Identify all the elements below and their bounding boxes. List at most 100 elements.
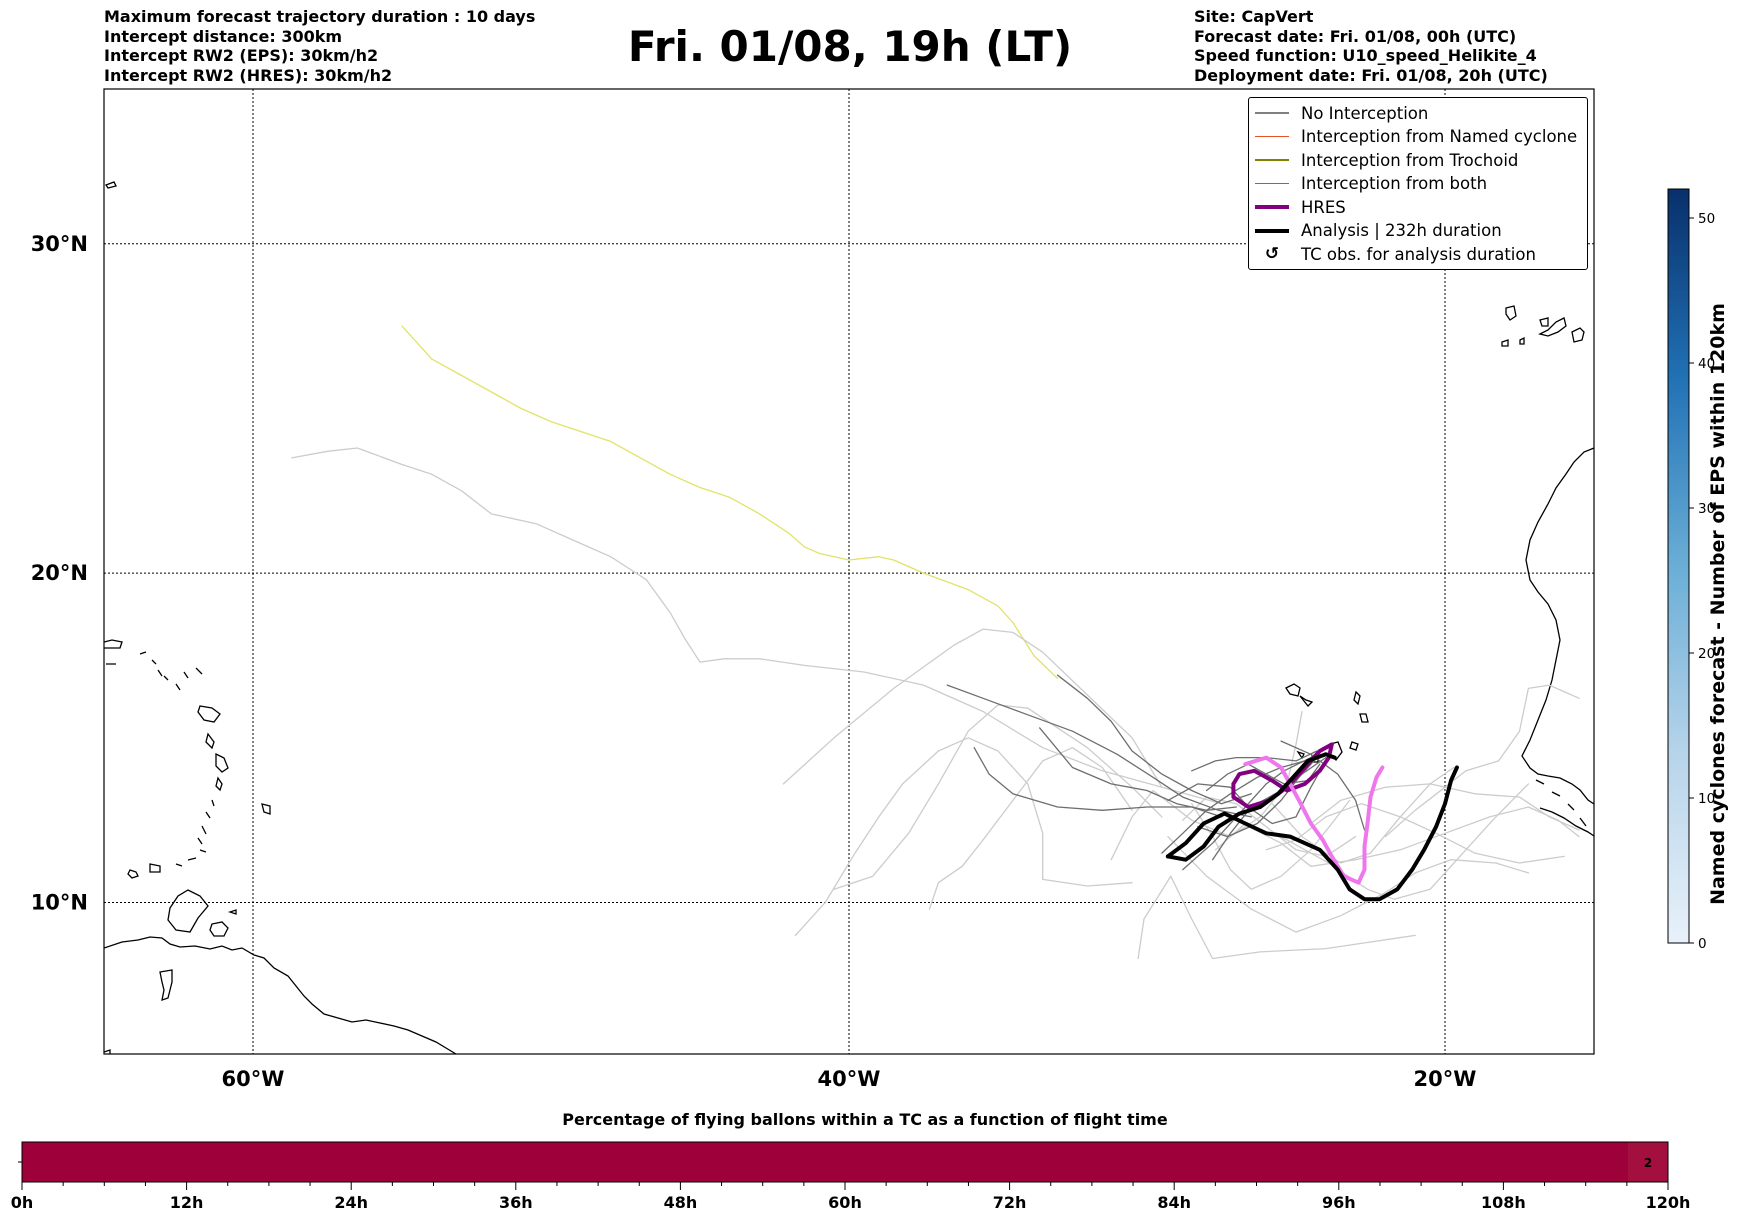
colorbar-tick-label: 10	[1698, 791, 1715, 807]
africa-coast	[1521, 447, 1594, 805]
lat-tick-label: 10°N	[31, 890, 88, 914]
colorbar-title: Named cyclones forecast - Number of EPS …	[1707, 303, 1729, 905]
lat-tick-label: 30°N	[31, 232, 88, 256]
grenadines	[127, 849, 207, 879]
eps-trajectory	[1280, 740, 1366, 831]
legend-item: Interception from both	[1249, 173, 1587, 195]
lon-tick-label: 20°W	[1414, 1067, 1477, 1091]
site-line: Speed function: U10_speed_Helikite_4	[1194, 46, 1537, 65]
legend-item: Interception from Named cyclone	[1249, 126, 1587, 148]
time-bar-tick-label: 0h	[11, 1193, 34, 1212]
cape-verde-maio	[1349, 741, 1359, 751]
param-line: Intercept RW2 (HRES): 30km/h2	[104, 65, 393, 85]
trinidad	[209, 921, 229, 937]
tobago	[227, 909, 237, 915]
colorbar-tick-label: 20	[1698, 646, 1715, 662]
virgin-islands	[106, 651, 163, 677]
trajectory-layer	[291, 325, 1580, 960]
legend-item: ↺ TC obs. for analysis duration	[1249, 243, 1587, 265]
eps-trajectory	[794, 737, 1133, 937]
coastlines	[104, 181, 1594, 1054]
canary-fuerteventura	[1571, 327, 1585, 343]
colorbar-tick-label: 40	[1698, 356, 1715, 372]
legend-line-swatch	[1255, 159, 1289, 161]
eps-trajectory	[973, 747, 1223, 818]
eps-trajectory	[928, 747, 1133, 910]
eps-trajectory	[1384, 684, 1580, 838]
site-line: Site: CapVert	[1194, 7, 1314, 26]
param-line: Intercept RW2 (EPS): 30km/h2	[104, 46, 379, 65]
eps-trajectory	[833, 704, 1163, 890]
axis-tick-labels: 60°W 40°W 20°W 10°N 20°N 30°N	[31, 232, 1477, 1091]
st-vincent	[197, 799, 215, 845]
cuba-tip	[105, 181, 117, 189]
eps-trajectory	[1056, 674, 1252, 805]
time-bar-end-value: 2	[1644, 1156, 1652, 1170]
site-info: Site: CapVert Forecast date: Fri. 01/08,…	[1194, 7, 1548, 85]
time-bar-ticks: 0h 12h 24h 36h 48h 60h 72h 84h 96h 108h 120h	[11, 1182, 1691, 1212]
legend-label: Analysis | 232h duration	[1301, 221, 1502, 240]
time-bar-tick-label: 72h	[993, 1193, 1027, 1212]
barbados	[261, 803, 271, 815]
analysis-trajectory	[1165, 765, 1459, 902]
legend-symbol: ↺	[1264, 244, 1280, 264]
lat-tick-label: 20°N	[31, 561, 88, 585]
legend-line-swatch	[1255, 112, 1289, 114]
trochoid-trajectory	[401, 325, 1059, 680]
venezuela-coast	[159, 969, 173, 1001]
eps-trajectory	[1167, 760, 1327, 825]
site-line: Forecast date: Fri. 01/08, 00h (UTC)	[1194, 26, 1517, 46]
legend-label: TC obs. for analysis duration	[1301, 244, 1536, 264]
legend-line-swatch	[1255, 182, 1289, 184]
canary-tenerife	[1505, 305, 1517, 321]
time-bar-tick-label: 108h	[1481, 1193, 1526, 1212]
site-line: Deployment date: Fri. 01/08, 20h (UTC)	[1194, 65, 1548, 85]
leeward-islands	[163, 667, 203, 691]
legend-line-swatch	[1255, 135, 1289, 137]
legend-label: Interception from both	[1301, 174, 1488, 193]
legend: No Interception Interception from Named c…	[1248, 97, 1588, 270]
time-bar-tick-label: 96h	[1322, 1193, 1356, 1212]
param-line: Intercept distance: 300km	[104, 26, 343, 46]
time-bar-tick-label: 36h	[499, 1193, 533, 1212]
dominica	[205, 732, 215, 750]
legend-item: HRES	[1249, 196, 1587, 218]
colorbar-tick-label: 30	[1698, 501, 1715, 517]
hres-trajectory	[1231, 742, 1334, 809]
lon-tick-label: 60°W	[222, 1067, 285, 1091]
colorbar-tick-label: 50	[1698, 211, 1715, 227]
cape-verde-boa-vista	[1359, 713, 1369, 723]
lon-tick-label: 40°W	[818, 1067, 881, 1091]
legend-label: HRES	[1301, 197, 1346, 217]
time-bar-fill	[22, 1142, 1628, 1182]
legend-item: Interception from Trochoid	[1249, 149, 1587, 171]
puerto-rico	[104, 639, 123, 649]
canary-lanzarote	[1538, 317, 1567, 337]
eps-trajectory	[782, 628, 1163, 788]
time-bar-end-cell	[1628, 1142, 1668, 1182]
antilles-arc	[167, 889, 209, 933]
eps-trajectory	[1310, 783, 1580, 831]
martinique	[215, 752, 229, 773]
param-line: Maximum forecast trajectory duration : 1…	[104, 7, 536, 26]
cape-verde-sao-vicente	[1299, 695, 1314, 707]
legend-label: Interception from Trochoid	[1301, 150, 1519, 170]
cape-verde-sal	[1353, 690, 1361, 706]
time-bar-tick-label: 60h	[828, 1193, 862, 1212]
time-bar-title: Percentage of flying ballons within a TC…	[562, 1110, 1168, 1129]
time-bar-tick-label: 48h	[664, 1193, 698, 1212]
canary-el-hierro	[1501, 336, 1525, 347]
guadeloupe	[197, 705, 221, 723]
time-bar-tick-label: 84h	[1157, 1193, 1191, 1212]
eps-trajectory	[1191, 799, 1351, 890]
run-parameters: Maximum forecast trajectory duration : 1…	[104, 7, 535, 85]
legend-item: Analysis | 232h duration	[1249, 220, 1587, 242]
time-bar-tick-label: 24h	[334, 1193, 368, 1212]
time-bar-tick-label: 120h	[1646, 1193, 1691, 1212]
time-bar: 2 0h 12h 24h 36h 48h 60h 72h 84h 96h 108h 120h	[11, 1141, 1691, 1212]
gulf-of-guinea-coast	[1535, 779, 1594, 837]
eps-trajectory	[1137, 875, 1416, 960]
legend-line-swatch	[1255, 228, 1289, 233]
colorbar-tick-label: 0	[1698, 936, 1707, 952]
colorbar-ticks: 0 10 20 30 40 50	[1689, 211, 1715, 952]
